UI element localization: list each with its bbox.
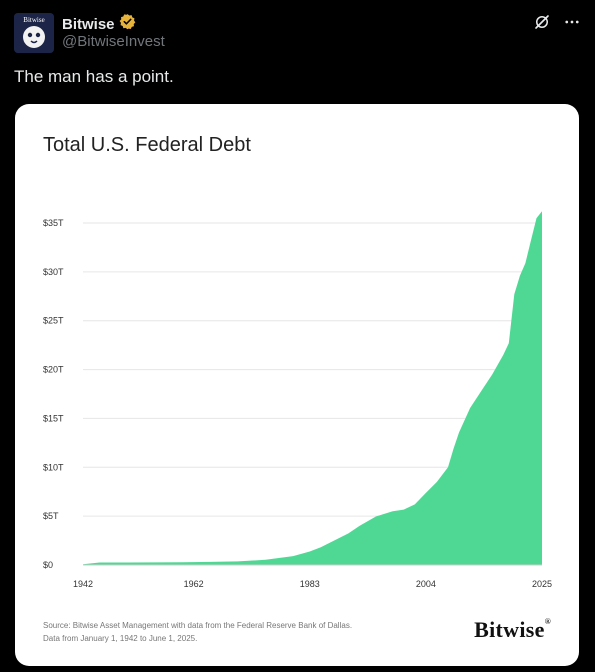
grok-icon[interactable] [533,13,551,36]
chart-title: Total U.S. Federal Debt [43,134,251,156]
debt-area-chart: $0 $5T $10T $15T $20T $25T $30T $35T 1942 1962 198… [43,211,552,589]
y-tick-label: $25T [43,316,64,326]
y-tick-label: $5T [43,511,59,521]
chart-source: Source: Bitwise Asset Management with da… [43,619,403,645]
source-line-2: Data from January 1, 1942 to June 1, 202… [43,634,198,643]
bitwise-logo: Bitwise® [474,617,551,642]
verified-badge-icon [119,13,136,35]
more-icon[interactable] [563,13,581,36]
y-tick-label: $20T [43,365,64,375]
name-row: Bitwise [62,13,136,35]
y-tick-label: $35T [43,218,64,228]
x-tick-label: 1942 [73,579,93,589]
display-name[interactable]: Bitwise [62,15,115,33]
x-tick-label: 1983 [300,579,320,589]
chart-card[interactable]: Total U.S. Federal Debt $0 $5T $10T $15T $20… [15,104,579,666]
avatar[interactable]: Bitwise [14,13,54,53]
y-tick-label: $30T [43,267,64,277]
tweet-text: The man has a point. [14,67,174,86]
x-tick-label: 2004 [416,579,436,589]
source-line-1: Source: Bitwise Asset Management with da… [43,621,353,630]
avatar-label: Bitwise [23,16,44,24]
top-actions [533,13,581,36]
debt-area [83,211,542,566]
x-tick-label: 1962 [184,579,204,589]
y-tick-label: $15T [43,413,64,423]
tweet-header: Bitwise Bitwise @BitwiseInvest [14,11,581,55]
handle[interactable]: @BitwiseInvest [62,33,165,50]
x-tick-label: 2025 [532,579,552,589]
y-tick-label: $0 [43,560,53,570]
y-tick-label: $10T [43,462,64,472]
